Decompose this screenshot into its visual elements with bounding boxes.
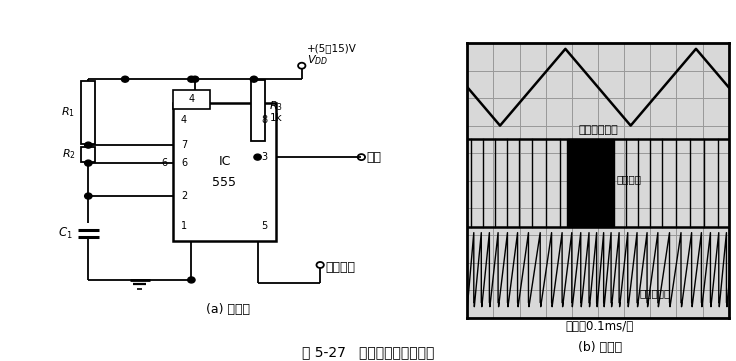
Text: 555: 555 bbox=[213, 176, 236, 189]
Text: 2: 2 bbox=[181, 191, 187, 201]
Bar bbox=[173, 90, 210, 109]
Bar bbox=[81, 81, 96, 144]
Circle shape bbox=[250, 76, 258, 82]
Circle shape bbox=[121, 76, 129, 82]
Text: 3: 3 bbox=[262, 152, 268, 162]
Text: (b) 波形图: (b) 波形图 bbox=[578, 341, 622, 354]
Text: $R_1$: $R_1$ bbox=[62, 105, 75, 119]
Circle shape bbox=[188, 277, 195, 283]
Bar bbox=[567, 139, 614, 227]
Text: IC: IC bbox=[219, 155, 230, 168]
Text: 5: 5 bbox=[262, 221, 268, 231]
Circle shape bbox=[85, 142, 92, 148]
Bar bbox=[250, 80, 265, 142]
Text: 8: 8 bbox=[262, 115, 268, 125]
Circle shape bbox=[188, 76, 195, 82]
Text: 电容器电压: 电容器电压 bbox=[640, 288, 671, 298]
Circle shape bbox=[191, 76, 199, 82]
Text: $R_2$: $R_2$ bbox=[62, 147, 75, 161]
Bar bbox=[173, 103, 276, 241]
Text: 7: 7 bbox=[181, 140, 187, 150]
Text: +(5～15)V: +(5～15)V bbox=[308, 43, 357, 53]
Text: 输出: 输出 bbox=[366, 151, 381, 164]
Text: (a) 电路图: (a) 电路图 bbox=[206, 303, 250, 317]
Text: 4: 4 bbox=[188, 93, 194, 104]
Circle shape bbox=[85, 160, 92, 166]
Text: 6: 6 bbox=[161, 158, 167, 168]
Text: 调制输入: 调制输入 bbox=[325, 261, 355, 274]
Text: 6: 6 bbox=[181, 158, 187, 168]
Text: 图 5-27   脉冲位置调制器电路: 图 5-27 脉冲位置调制器电路 bbox=[302, 345, 434, 359]
Text: $C_1$: $C_1$ bbox=[58, 226, 73, 241]
Circle shape bbox=[254, 154, 261, 160]
Text: 调制输入电压: 调制输入电压 bbox=[578, 125, 618, 135]
Circle shape bbox=[85, 193, 92, 199]
Text: 1k: 1k bbox=[269, 113, 282, 123]
Text: $V_{DD}$: $V_{DD}$ bbox=[308, 53, 328, 67]
Text: 4: 4 bbox=[181, 115, 187, 125]
Text: 输出电压: 输出电压 bbox=[617, 174, 642, 184]
Text: 1: 1 bbox=[181, 221, 187, 231]
Text: $R_3$: $R_3$ bbox=[269, 99, 283, 113]
Text: 时间－0.1ms/格: 时间－0.1ms/格 bbox=[566, 320, 634, 333]
Bar bbox=[81, 147, 96, 162]
